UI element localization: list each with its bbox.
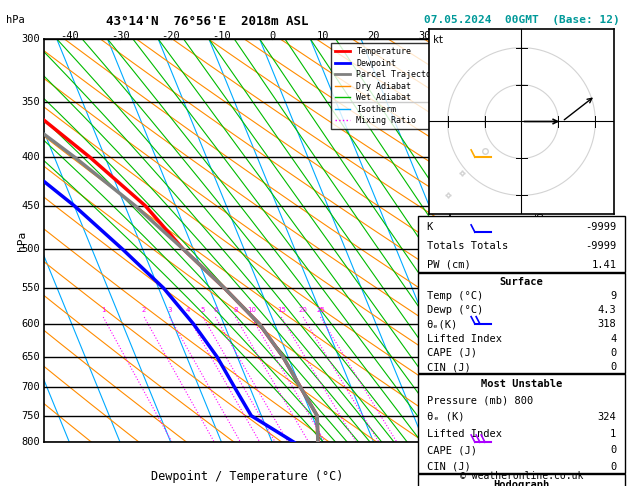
FancyBboxPatch shape — [418, 374, 625, 473]
Text: 0: 0 — [610, 445, 616, 455]
Text: 9: 9 — [610, 291, 616, 301]
Text: -40: -40 — [60, 31, 79, 41]
Text: 8: 8 — [454, 97, 460, 107]
Text: 750: 750 — [21, 411, 40, 421]
Text: 1: 1 — [610, 429, 616, 438]
Text: km
ASL: km ASL — [454, 463, 471, 484]
FancyBboxPatch shape — [418, 216, 625, 272]
Text: 1: 1 — [101, 307, 106, 313]
Text: -9999: -9999 — [585, 223, 616, 232]
Text: Pressure (mb) 800: Pressure (mb) 800 — [426, 395, 533, 405]
Text: hPa: hPa — [6, 15, 25, 25]
Text: Hodograph: Hodograph — [493, 480, 550, 486]
Text: PW (cm): PW (cm) — [426, 260, 470, 270]
Text: θₑ(K): θₑ(K) — [426, 319, 458, 330]
Text: 8: 8 — [233, 307, 238, 313]
Text: Mixing Ratio (g/kg): Mixing Ratio (g/kg) — [534, 181, 544, 300]
Text: 25: 25 — [316, 307, 325, 313]
Text: 600: 600 — [21, 319, 40, 329]
Text: 5: 5 — [454, 319, 460, 329]
Text: 1.41: 1.41 — [591, 260, 616, 270]
Text: 400: 400 — [21, 152, 40, 162]
Text: hPa: hPa — [17, 230, 26, 251]
Text: CAPE (J): CAPE (J) — [426, 348, 477, 358]
Text: -30: -30 — [111, 31, 130, 41]
Text: 318: 318 — [598, 319, 616, 330]
Text: -20: -20 — [162, 31, 180, 41]
Text: Most Unstable: Most Unstable — [481, 379, 562, 389]
Text: 4.3: 4.3 — [598, 305, 616, 315]
Text: 20: 20 — [299, 307, 308, 313]
Text: 0: 0 — [269, 31, 276, 41]
Text: 650: 650 — [21, 352, 40, 362]
Text: Temp (°C): Temp (°C) — [426, 291, 483, 301]
Text: 550: 550 — [21, 283, 40, 293]
Text: 0: 0 — [610, 348, 616, 358]
Text: 7: 7 — [454, 152, 460, 162]
Text: 10: 10 — [317, 31, 329, 41]
Text: © weatheronline.co.uk: © weatheronline.co.uk — [460, 471, 583, 481]
Text: 700: 700 — [21, 382, 40, 392]
Text: 30: 30 — [418, 31, 431, 41]
Text: LCL: LCL — [454, 411, 471, 421]
Text: 300: 300 — [21, 34, 40, 44]
Text: K: K — [426, 223, 433, 232]
Text: 43°14'N  76°56'E  2018m ASL: 43°14'N 76°56'E 2018m ASL — [106, 15, 309, 28]
Text: 350: 350 — [21, 97, 40, 107]
Text: Totals Totals: Totals Totals — [426, 241, 508, 251]
Text: CIN (J): CIN (J) — [426, 462, 470, 472]
Text: 10: 10 — [247, 307, 256, 313]
Text: 450: 450 — [21, 201, 40, 210]
Text: 3: 3 — [454, 411, 460, 421]
Text: 6: 6 — [213, 307, 218, 313]
Text: 0: 0 — [610, 362, 616, 372]
Text: 5: 5 — [201, 307, 205, 313]
Text: θₑ (K): θₑ (K) — [426, 412, 464, 422]
Text: Lifted Index: Lifted Index — [426, 333, 501, 344]
Text: 6: 6 — [454, 244, 460, 254]
Legend: Temperature, Dewpoint, Parcel Trajectory, Dry Adiabat, Wet Adiabat, Isotherm, Mi: Temperature, Dewpoint, Parcel Trajectory… — [331, 43, 445, 129]
Text: 20: 20 — [367, 31, 380, 41]
Text: 800: 800 — [21, 437, 40, 447]
FancyBboxPatch shape — [418, 474, 625, 486]
Text: 0: 0 — [610, 462, 616, 472]
Text: 4: 4 — [610, 333, 616, 344]
Text: Dewpoint / Temperature (°C): Dewpoint / Temperature (°C) — [151, 470, 343, 484]
Text: 07.05.2024  00GMT  (Base: 12): 07.05.2024 00GMT (Base: 12) — [423, 15, 620, 25]
Text: 3: 3 — [167, 307, 172, 313]
Text: Surface: Surface — [499, 277, 543, 287]
Text: -9999: -9999 — [585, 241, 616, 251]
Text: 324: 324 — [598, 412, 616, 422]
Text: kt: kt — [433, 35, 445, 45]
Text: Lifted Index: Lifted Index — [426, 429, 501, 438]
Text: 500: 500 — [21, 244, 40, 254]
Text: 4: 4 — [454, 382, 460, 392]
Text: CIN (J): CIN (J) — [426, 362, 470, 372]
Text: 4: 4 — [186, 307, 191, 313]
Text: CAPE (J): CAPE (J) — [426, 445, 477, 455]
FancyBboxPatch shape — [418, 273, 625, 373]
Text: 15: 15 — [277, 307, 286, 313]
Text: -10: -10 — [212, 31, 231, 41]
Text: 2: 2 — [142, 307, 147, 313]
Text: Dewp (°C): Dewp (°C) — [426, 305, 483, 315]
